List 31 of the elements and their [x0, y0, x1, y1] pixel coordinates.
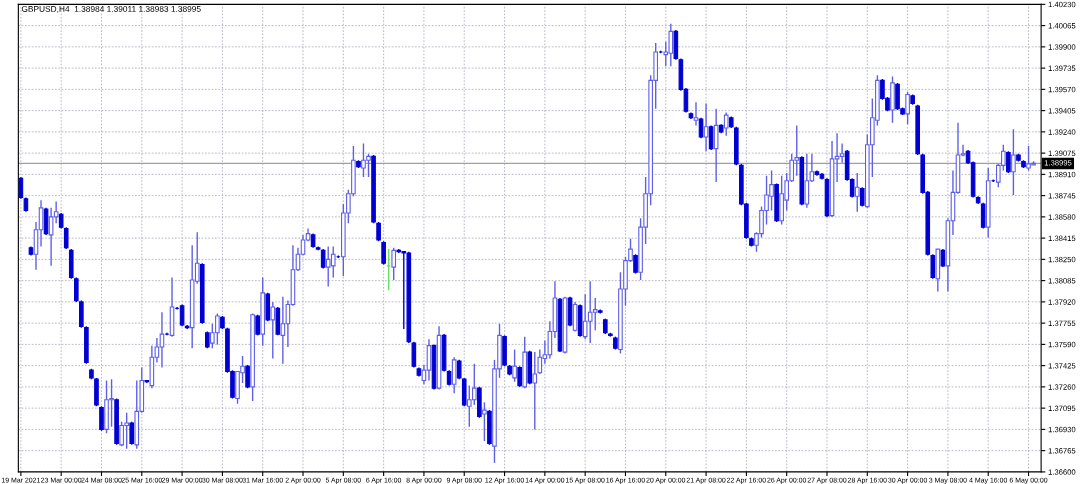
- candlestick: [1011, 128, 1016, 196]
- candlestick: [693, 101, 699, 127]
- candlestick: [517, 365, 522, 388]
- candlestick: [859, 186, 865, 208]
- candlestick: [940, 248, 946, 268]
- candlestick: [713, 107, 719, 183]
- candlestick: [482, 401, 487, 442]
- candlestick: [532, 351, 538, 431]
- candlestick: [512, 348, 517, 383]
- candlestick: [905, 91, 910, 125]
- candlestick: [73, 276, 79, 303]
- candlestick: [804, 153, 810, 209]
- candlestick: [411, 341, 417, 369]
- candlestick: [99, 405, 104, 432]
- candlestick: [280, 296, 286, 365]
- chart-title: GBPUSD,H4 1.38984 1.39011 1.38983 1.38995: [21, 5, 201, 13]
- candlestick: [537, 348, 543, 375]
- candlestick: [839, 142, 845, 164]
- candlestick: [381, 240, 386, 266]
- candlestick: [708, 124, 714, 151]
- candlestick: [391, 247, 397, 281]
- candlestick: [703, 102, 709, 152]
- candlestick: [592, 297, 598, 331]
- candlestick: [854, 172, 860, 213]
- candlestick: [63, 226, 69, 250]
- candlestick: [1006, 150, 1011, 174]
- candlestick: [723, 111, 729, 137]
- candlestick: [270, 301, 276, 360]
- candlestick: [633, 253, 638, 275]
- candlestick: [330, 245, 336, 279]
- candlestick: [930, 253, 936, 280]
